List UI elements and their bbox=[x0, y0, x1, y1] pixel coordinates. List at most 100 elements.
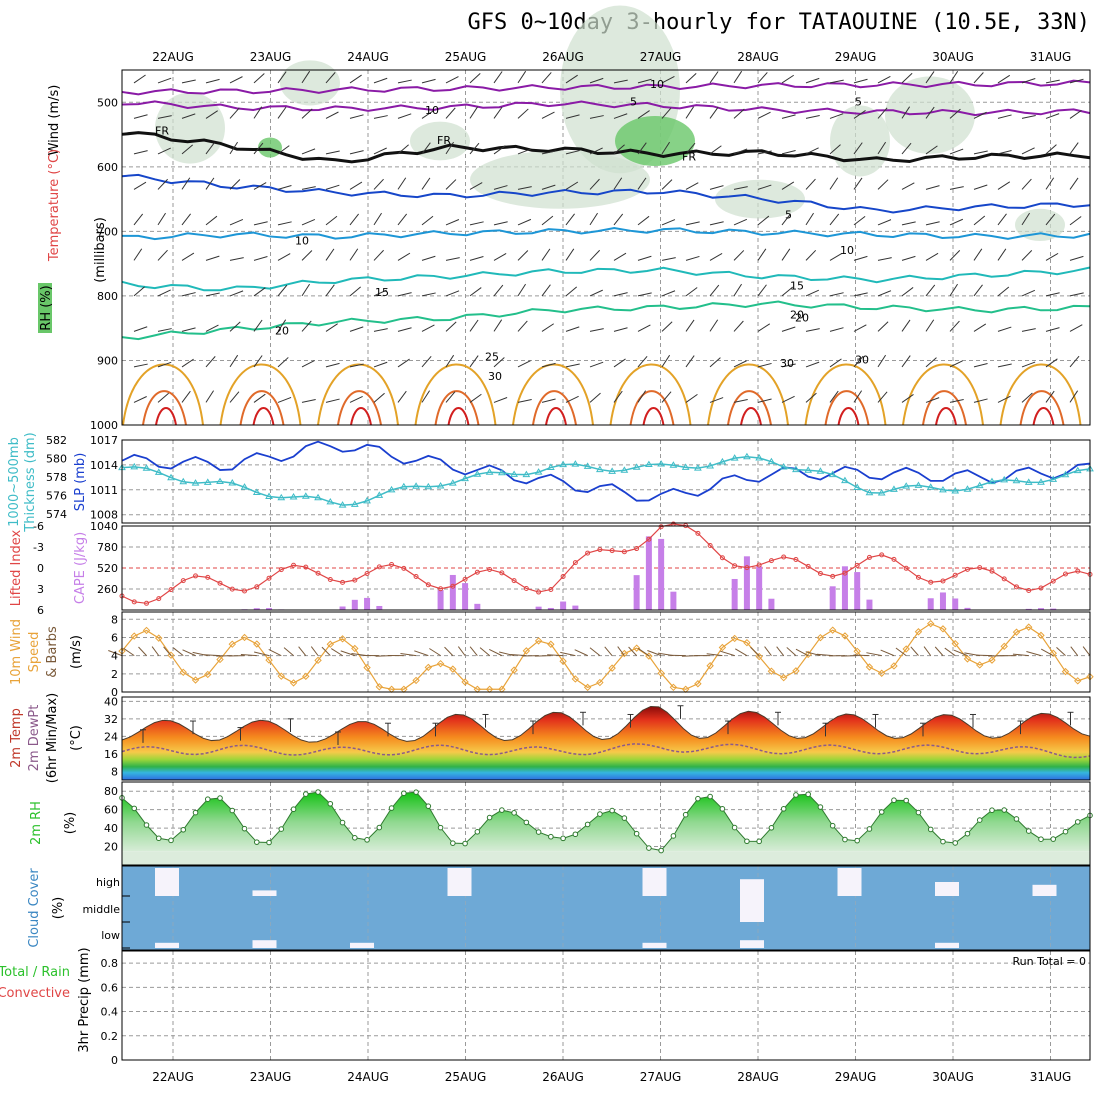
thickness-point bbox=[473, 470, 482, 477]
wind-speed-point bbox=[694, 680, 702, 688]
wind-barb bbox=[877, 290, 892, 297]
wind-barb bbox=[973, 111, 987, 119]
wind-barb bbox=[445, 321, 457, 332]
wind-barb bbox=[229, 354, 239, 368]
wind-barb bbox=[709, 106, 719, 119]
lifted-index-point bbox=[205, 574, 211, 580]
wind-barb bbox=[973, 72, 984, 84]
cape-tick-label: 1040 bbox=[90, 520, 118, 533]
wind-barb bbox=[613, 144, 625, 155]
thickness-point bbox=[608, 467, 617, 474]
wind-barb bbox=[1021, 361, 1036, 368]
cape-bar bbox=[253, 608, 260, 610]
rh-point bbox=[817, 804, 824, 810]
wind-barb bbox=[613, 113, 628, 119]
wind-speed-point bbox=[1049, 649, 1057, 657]
thickness-point bbox=[914, 481, 923, 488]
wind-barb bbox=[901, 394, 914, 403]
rh-point bbox=[168, 837, 174, 844]
wind-barb bbox=[647, 650, 662, 657]
wind-barb bbox=[493, 357, 505, 368]
wind-barb bbox=[469, 287, 482, 297]
wind-speed-line bbox=[121, 622, 1091, 690]
wind-barb bbox=[709, 252, 723, 261]
isotherm-30-line bbox=[629, 390, 675, 426]
wind-barb bbox=[973, 248, 983, 261]
contour-label: 10 bbox=[295, 234, 309, 247]
isotherm-line bbox=[121, 227, 1091, 241]
thickness-point bbox=[828, 470, 837, 478]
cloud-panel-bg bbox=[122, 866, 1090, 950]
wind-speed-point bbox=[828, 626, 837, 634]
wind-barb bbox=[925, 71, 935, 84]
wind-speed-point bbox=[743, 638, 751, 647]
cape-bar bbox=[768, 598, 775, 610]
wind-barb bbox=[781, 213, 791, 226]
temp-tick-label: 16 bbox=[104, 748, 118, 761]
wind-barb bbox=[421, 215, 434, 226]
wind-barb bbox=[517, 250, 529, 261]
wind-barb bbox=[637, 390, 647, 403]
lifted-index-point bbox=[1001, 576, 1007, 582]
wind-barb bbox=[157, 212, 166, 226]
wind-barb bbox=[1045, 144, 1057, 155]
rh-legend-swatch bbox=[38, 283, 52, 333]
lifted-index-axis-label: Lifted Index bbox=[9, 529, 24, 606]
rh-point bbox=[1025, 828, 1032, 834]
thickness-point bbox=[743, 452, 751, 460]
rh-point bbox=[670, 833, 677, 839]
isotherm-30-line bbox=[1019, 390, 1065, 426]
wind-barb bbox=[133, 396, 147, 403]
wind-barb bbox=[853, 110, 866, 119]
wind-barb bbox=[637, 355, 648, 368]
wind-barb bbox=[493, 284, 504, 297]
rh-point bbox=[180, 826, 187, 833]
lifted-index-point bbox=[523, 585, 529, 591]
wind-barb bbox=[181, 213, 191, 226]
wind-barb bbox=[901, 106, 911, 119]
thickness-point bbox=[1012, 476, 1021, 484]
rh-point bbox=[915, 809, 922, 816]
wind-barb bbox=[709, 357, 721, 368]
wind-barb bbox=[133, 363, 148, 368]
thickness-point bbox=[865, 488, 874, 496]
wind-speed-point bbox=[338, 635, 347, 643]
rh-moist-area bbox=[258, 137, 282, 158]
wind-speed-point bbox=[645, 652, 653, 660]
chart-title: GFS 0~10day 3-hourly for TATAOUINE (10.5… bbox=[467, 10, 1090, 35]
wind-barb bbox=[877, 354, 887, 368]
wind-barb bbox=[565, 395, 579, 403]
wind-tick-label: 8 bbox=[111, 613, 118, 626]
wind-speed-point bbox=[927, 619, 935, 628]
contour-label: 20 bbox=[275, 325, 289, 338]
wind-barb bbox=[565, 150, 580, 155]
wind-barb bbox=[301, 108, 313, 119]
wind-barb bbox=[997, 213, 1007, 226]
wind-barb bbox=[301, 360, 315, 368]
upper-tick-label: 700 bbox=[97, 225, 118, 238]
cloud-high-bar bbox=[252, 890, 277, 896]
thickness-point bbox=[792, 465, 800, 473]
slp-tick-label: 1017 bbox=[90, 434, 118, 447]
wind-barb bbox=[781, 248, 791, 261]
cape-bar bbox=[645, 536, 652, 610]
lifted-index-point bbox=[131, 599, 137, 605]
wind-barb bbox=[733, 70, 743, 84]
wind-barb bbox=[421, 142, 431, 155]
wind-barb bbox=[349, 150, 364, 155]
cape-bar bbox=[1025, 608, 1032, 610]
temp-panel-frame bbox=[121, 696, 1091, 781]
rh-point bbox=[192, 809, 199, 816]
wind-barb bbox=[493, 319, 503, 332]
contour-label: 5 bbox=[855, 96, 862, 109]
thickness-point bbox=[436, 482, 445, 489]
wind-barb bbox=[397, 113, 412, 119]
cape-bar bbox=[339, 606, 346, 610]
wind-barb bbox=[853, 255, 868, 261]
cape-tick-label: 780 bbox=[97, 541, 118, 554]
wind-barb bbox=[1012, 653, 1029, 657]
thickness-point bbox=[179, 477, 188, 485]
wind-barb bbox=[901, 319, 911, 332]
wind-barb bbox=[949, 186, 964, 190]
wind-barb bbox=[901, 255, 916, 261]
